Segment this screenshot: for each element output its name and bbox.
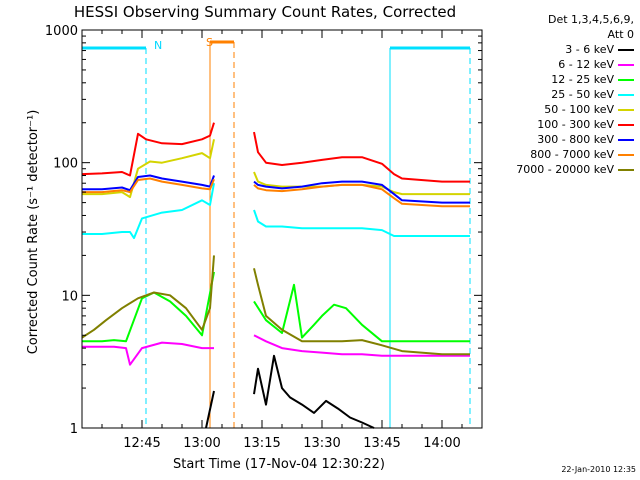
legend-label: 50 - 100 keV	[544, 103, 614, 116]
series-line	[253, 131, 470, 183]
series-line	[205, 390, 215, 429]
legend-label: 12 - 25 keV	[551, 73, 614, 86]
x-tick-label: 13:00	[183, 436, 220, 451]
series-line	[253, 354, 375, 429]
plot-frame	[81, 29, 483, 429]
legend-label: 7000 - 20000 keV	[516, 163, 614, 176]
x-axis-label: Start Time (17-Nov-04 12:30:22)	[173, 457, 385, 472]
series-line	[82, 139, 215, 199]
legend-label: 6 - 12 keV	[558, 58, 614, 71]
time-markers	[82, 40, 471, 428]
legend-item: 6 - 12 keV	[484, 57, 634, 72]
x-tick-label: 13:30	[303, 436, 340, 451]
series-line	[253, 180, 470, 204]
series-line	[81, 122, 215, 177]
series-line	[253, 334, 470, 357]
legend-item: 3 - 6 keV	[484, 42, 634, 57]
legend-item: 300 - 800 keV	[484, 132, 634, 147]
legend-swatch	[618, 138, 634, 141]
series-line	[82, 183, 215, 240]
y-axis-ticks: 1 10 100 1000	[45, 24, 482, 437]
y-tick-label: 1	[70, 422, 78, 437]
y-tick-label: 100	[53, 157, 78, 172]
legend-label: 3 - 6 keV	[565, 43, 614, 56]
legend-swatch	[618, 123, 634, 126]
legend: Det 1,3,4,5,6,9, Att 0 3 - 6 keV 6 - 12 …	[484, 12, 634, 177]
series-line	[82, 174, 215, 192]
legend-swatch	[618, 48, 634, 51]
legend-item: 100 - 300 keV	[484, 117, 634, 132]
legend-header-line-1: Det 1,3,4,5,6,9,	[547, 13, 634, 26]
series-line	[82, 341, 214, 366]
series-line	[82, 177, 215, 194]
legend-swatch	[618, 78, 634, 81]
y-tick-label: 10	[61, 289, 78, 304]
series-layer	[81, 122, 470, 429]
x-axis-ticks: 12:45 13:00 13:15 13:30 13:45 14:00	[81, 30, 483, 451]
legend-swatch	[618, 93, 634, 96]
legend-header-line-2: Att 0	[607, 28, 634, 41]
legend-swatch	[618, 108, 634, 111]
legend-label: 25 - 50 keV	[551, 88, 614, 101]
chart-title: HESSI Observing Summary Count Rates, Cor…	[74, 3, 456, 21]
legend-swatch	[618, 63, 634, 66]
legend-swatch	[618, 153, 634, 156]
legend-label: 800 - 7000 keV	[530, 148, 614, 161]
x-tick-label: 14:00	[423, 436, 460, 451]
series-line	[253, 268, 470, 356]
series-line	[81, 255, 215, 339]
x-tick-label: 13:15	[243, 436, 280, 451]
legend-item: 50 - 100 keV	[484, 102, 634, 117]
y-tick-label: 1000	[45, 24, 78, 39]
legend-item: 7000 - 20000 keV	[484, 162, 634, 177]
night-label: N	[154, 39, 162, 52]
legend-label: 300 - 800 keV	[537, 133, 614, 146]
series-line	[253, 283, 470, 343]
series-line	[253, 209, 470, 237]
x-tick-label: 13:45	[363, 436, 400, 451]
legend-item: 12 - 25 keV	[484, 72, 634, 87]
series-line	[253, 183, 470, 208]
legend-item: 800 - 7000 keV	[484, 147, 634, 162]
series-line	[82, 271, 215, 343]
x-tick-label: 12:45	[123, 436, 160, 451]
saa-label: S	[206, 36, 213, 49]
legend-label: 100 - 300 keV	[537, 118, 614, 131]
generation-timestamp: 22-Jan-2010 12:35	[561, 465, 636, 474]
legend-item: 25 - 50 keV	[484, 87, 634, 102]
y-axis-label: Corrected Count Rate (s⁻¹ detector⁻¹)	[26, 110, 41, 355]
legend-swatch	[618, 168, 634, 171]
